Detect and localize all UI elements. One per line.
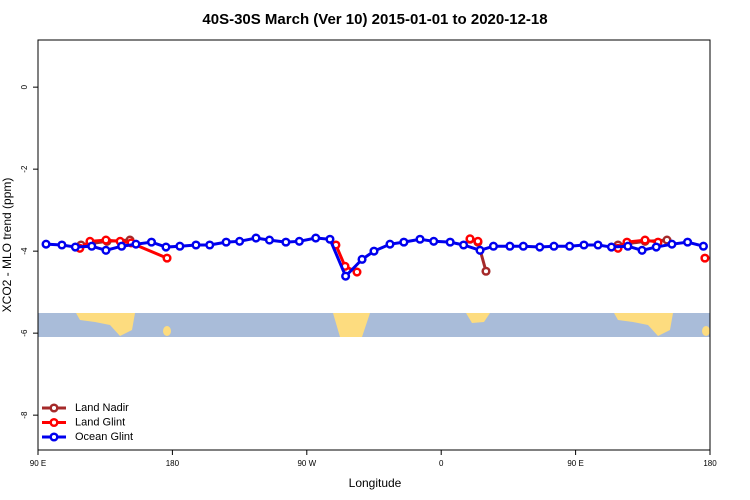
point [191, 240, 201, 250]
y-tick-label: -8 [20, 411, 29, 419]
legend-label: Land Glint [75, 416, 125, 428]
legend-marker [49, 417, 59, 428]
point [606, 242, 616, 252]
point [698, 241, 708, 251]
x-tick-label: 0 [439, 459, 444, 468]
point [264, 235, 275, 245]
legend-marker [49, 432, 59, 442]
point [473, 236, 483, 246]
point [146, 237, 157, 247]
legend-marker [49, 403, 59, 413]
point [117, 241, 127, 251]
y-axis-label: XCO2 - MLO trend (ppm) [0, 178, 14, 313]
point [535, 242, 545, 252]
point [352, 267, 362, 277]
y-tick-label: -2 [20, 165, 29, 173]
x-tick-label: 90 E [567, 459, 583, 468]
point [445, 237, 455, 247]
y-tick-label: -4 [20, 247, 29, 255]
x-tick-label: 180 [703, 459, 717, 468]
map-strip [38, 313, 710, 337]
y-tick-label: 0 [20, 84, 29, 89]
point [505, 241, 515, 251]
legend-label: Ocean Glint [75, 431, 133, 443]
point [325, 234, 335, 244]
plot-frame [37, 39, 711, 451]
point [637, 245, 647, 255]
point [57, 240, 67, 250]
point [281, 237, 291, 247]
point [235, 236, 245, 246]
point [357, 254, 367, 264]
point [87, 241, 97, 251]
point [70, 242, 80, 252]
point [640, 235, 650, 245]
point [41, 239, 51, 249]
point [651, 242, 661, 252]
x-tick-label: 180 [166, 459, 180, 468]
x-axis-label: Longitude [349, 476, 402, 490]
point [101, 235, 111, 245]
point [369, 246, 379, 256]
point [162, 253, 172, 263]
point [175, 241, 185, 251]
point [399, 237, 409, 247]
point [341, 271, 351, 281]
point [488, 241, 499, 251]
point [311, 233, 321, 243]
point [481, 266, 491, 276]
point [131, 239, 141, 249]
x-tick-label: 90 E [30, 459, 46, 468]
point [465, 234, 475, 244]
point [683, 237, 693, 247]
legend-label: Land Nadir [75, 402, 129, 414]
point [667, 239, 677, 249]
y-tick-label: -6 [20, 329, 29, 337]
point [475, 245, 485, 255]
point [251, 233, 261, 243]
point [549, 241, 559, 251]
point [221, 237, 231, 247]
point [593, 240, 603, 250]
point [700, 253, 710, 263]
point [294, 236, 304, 246]
point [101, 245, 111, 255]
point [161, 242, 171, 252]
point [623, 241, 633, 251]
point [205, 240, 215, 250]
point [565, 241, 575, 251]
point [579, 240, 589, 250]
chart-title: 40S-30S March (Ver 10) 2015-01-01 to 202… [202, 11, 547, 28]
point [415, 234, 425, 244]
point [459, 240, 469, 250]
point [518, 241, 528, 251]
point [385, 239, 395, 249]
series-line [45, 236, 704, 279]
x-tick-label: 90 W [297, 459, 316, 468]
point [429, 236, 439, 246]
